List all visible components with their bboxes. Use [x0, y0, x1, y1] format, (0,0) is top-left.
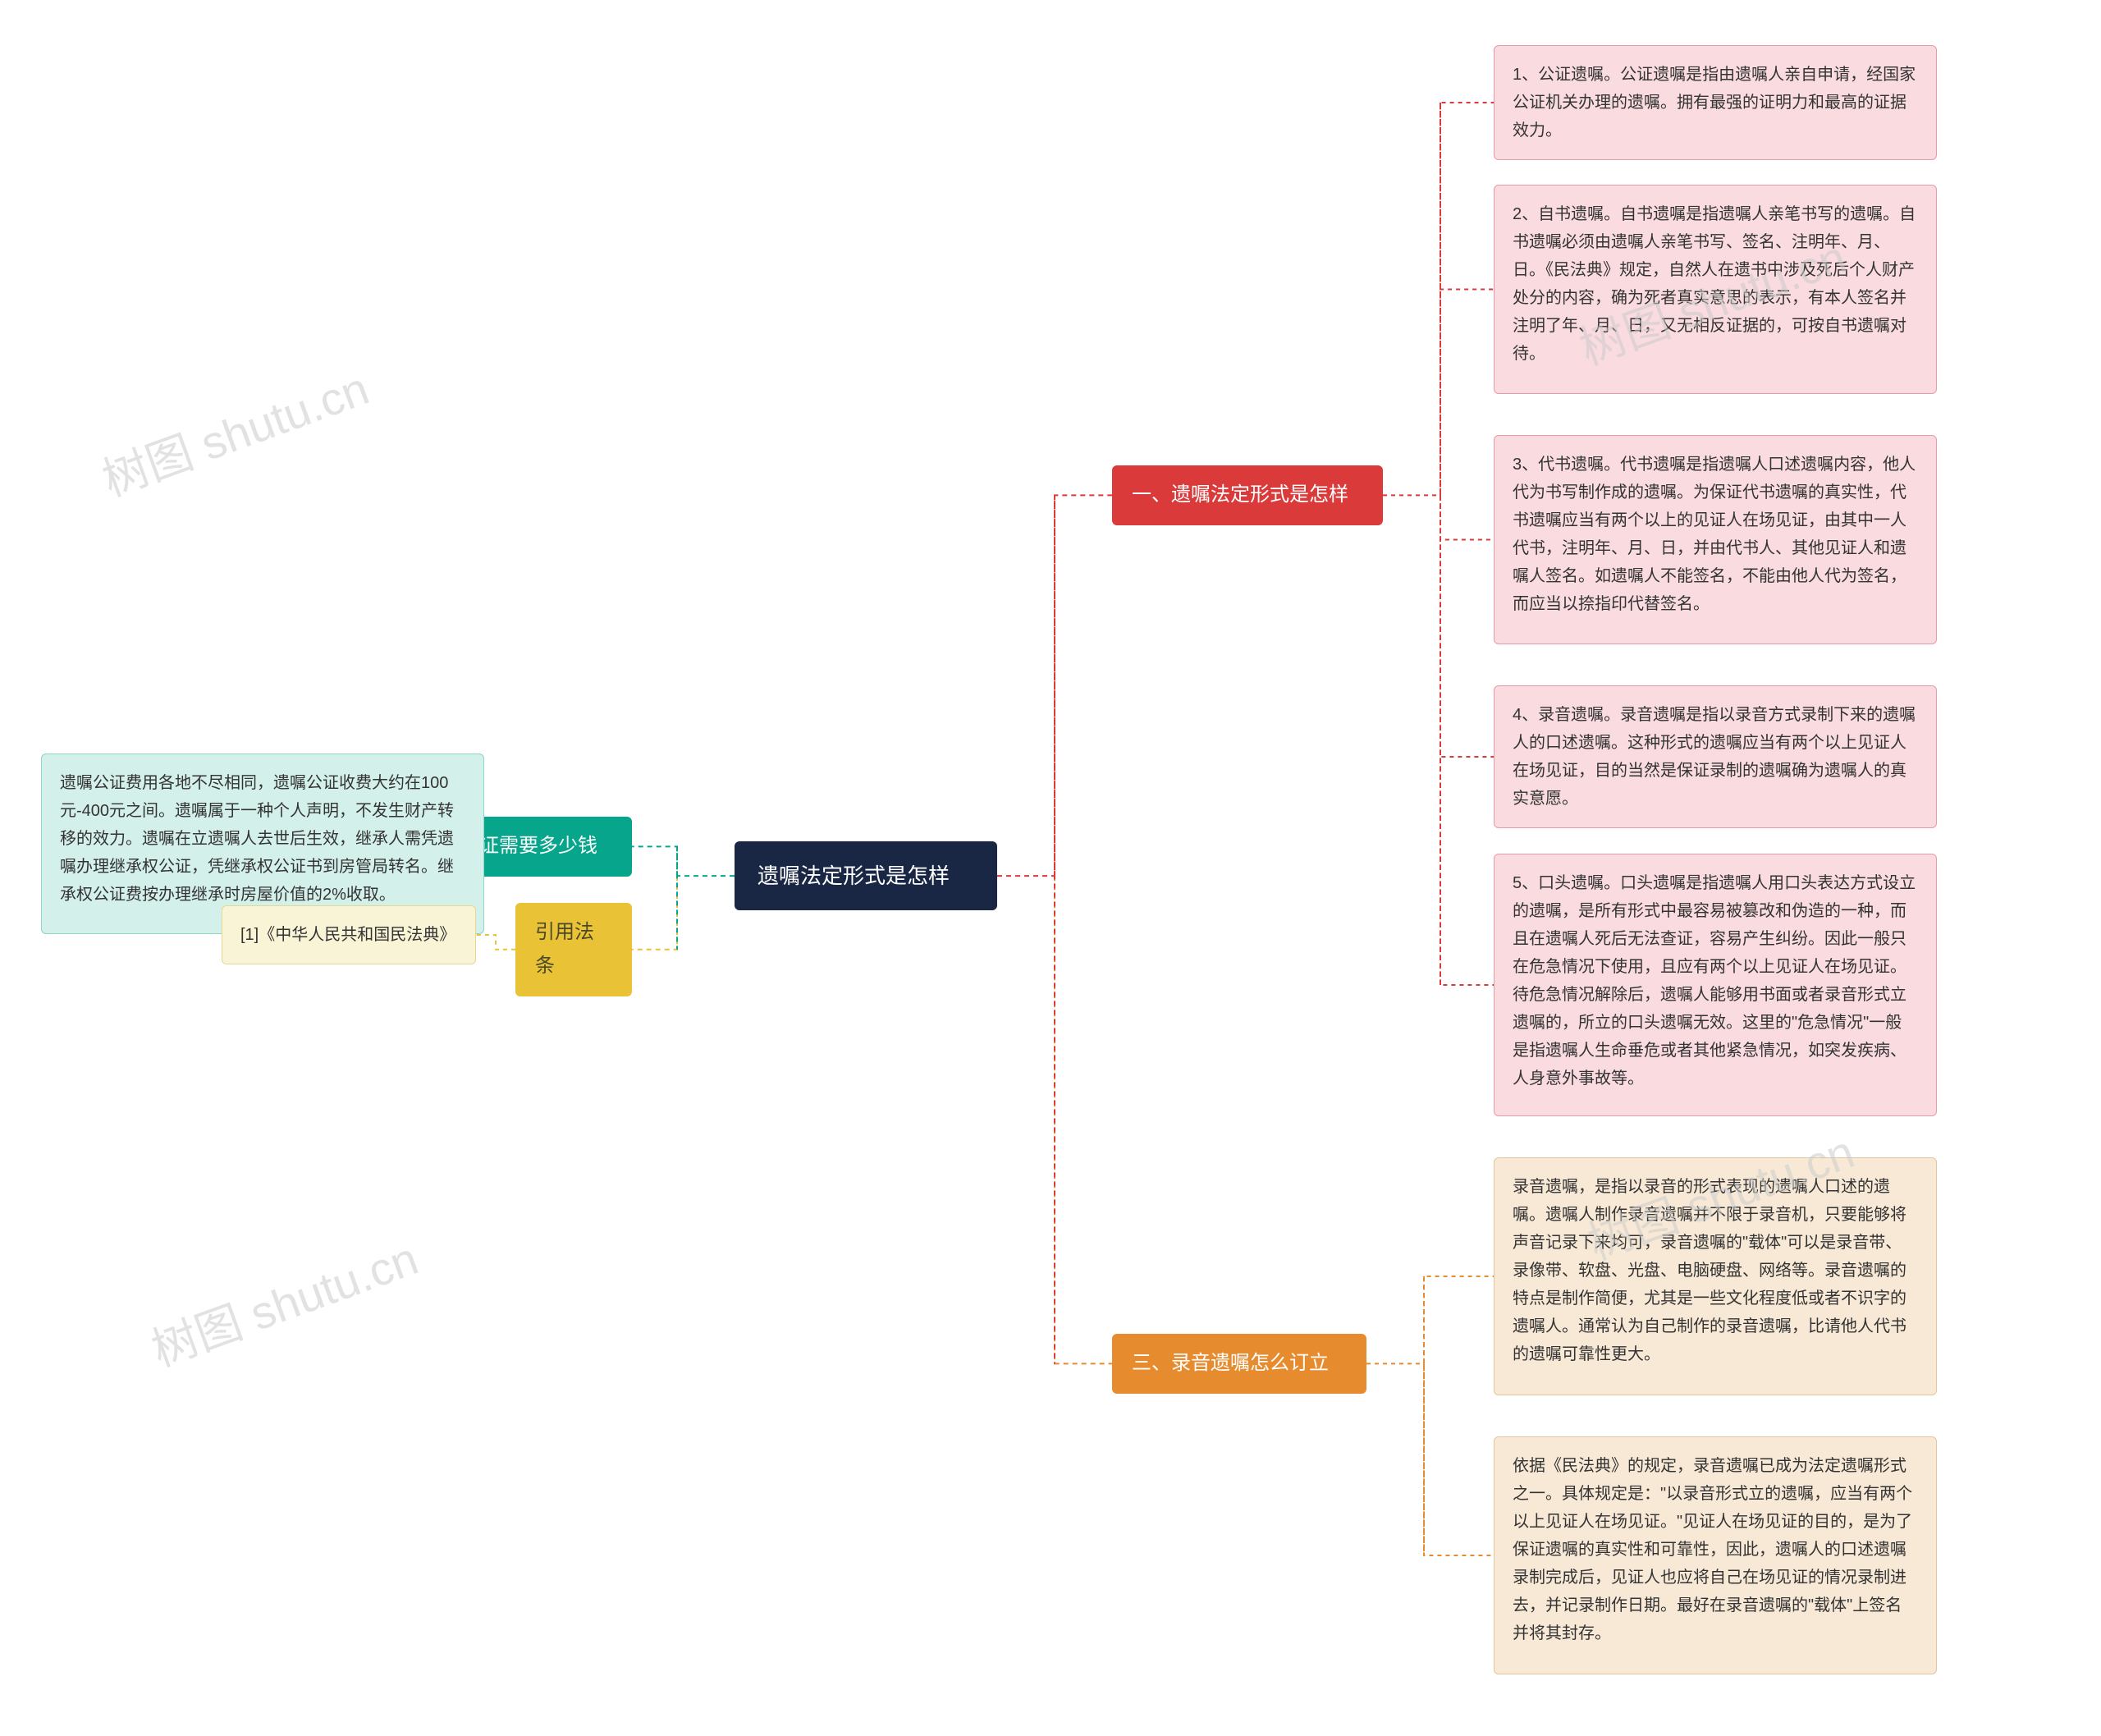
leaf-audio-2: 依据《民法典》的规定，录音遗嘱已成为法定遗嘱形式之一。具体规定是："以录音形式立… — [1494, 1436, 1937, 1674]
watermark: 树图 shutu.cn — [141, 1222, 426, 1380]
center-node: 遗嘱法定形式是怎样 — [735, 841, 997, 910]
leaf-form-5: 5、口头遗嘱。口头遗嘱是指遗嘱人用口头表达方式设立的遗嘱，是所有形式中最容易被篡… — [1494, 854, 1937, 1116]
branch-audio-will: 三、录音遗嘱怎么订立 — [1112, 1334, 1366, 1394]
leaf-form-1: 1、公证遗嘱。公证遗嘱是指由遗嘱人亲自申请，经国家公证机关办理的遗嘱。拥有最强的… — [1494, 45, 1937, 160]
watermark: 树图 shutu.cn — [92, 352, 377, 510]
leaf-citation-1: [1]《中华人民共和国民法典》 — [222, 905, 476, 964]
branch-forms: 一、遗嘱法定形式是怎样 — [1112, 465, 1383, 525]
leaf-form-3: 3、代书遗嘱。代书遗嘱是指遗嘱人口述遗嘱内容，他人代为书写制作成的遗嘱。为保证代… — [1494, 435, 1937, 644]
leaf-audio-1: 录音遗嘱，是指以录音的形式表现的遗嘱人口述的遗嘱。遗嘱人制作录音遗嘱并不限于录音… — [1494, 1157, 1937, 1395]
leaf-form-2: 2、自书遗嘱。自书遗嘱是指遗嘱人亲笔书写的遗嘱。自书遗嘱必须由遗嘱人亲笔书写、签… — [1494, 185, 1937, 394]
branch-citations: 引用法条 — [515, 903, 632, 996]
leaf-form-4: 4、录音遗嘱。录音遗嘱是指以录音方式录制下来的遗嘱人的口述遗嘱。这种形式的遗嘱应… — [1494, 685, 1937, 828]
